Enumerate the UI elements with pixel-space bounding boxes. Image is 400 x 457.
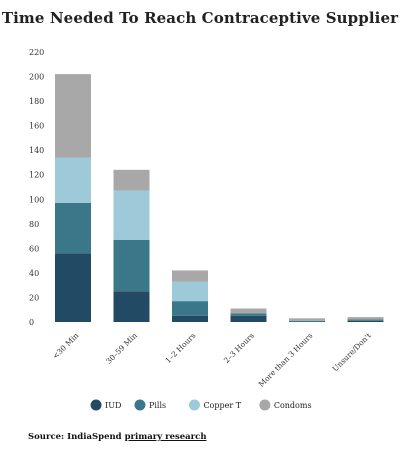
legend-swatch — [259, 399, 271, 411]
bar-segment — [172, 270, 208, 282]
source-prefix: Source: IndiaSpend — [28, 432, 125, 442]
legend-label: Copper T — [203, 401, 241, 410]
y-tick-label: 140 — [29, 146, 44, 155]
x-tick-label: 2–3 Hours — [222, 331, 256, 365]
bar-segment — [347, 320, 384, 322]
y-tick-label: 180 — [29, 97, 44, 106]
y-tick-label: 0 — [29, 318, 34, 327]
bar-segment — [230, 313, 267, 316]
bar-segment — [289, 320, 325, 322]
bar-segment — [113, 291, 150, 322]
chart-title: Time Needed To Reach Contraceptive Suppl… — [1, 9, 399, 27]
y-tick-label: 40 — [29, 269, 39, 278]
bar-segment — [172, 301, 208, 316]
legend-swatch — [188, 399, 200, 411]
y-tick-label: 20 — [29, 293, 39, 302]
legend-label: Pills — [149, 401, 166, 410]
bar-segment — [347, 319, 384, 321]
bar-segment — [113, 169, 150, 191]
source-link[interactable]: primary research — [124, 432, 207, 442]
bar-segment — [113, 190, 150, 240]
x-tick-label: Unsure/Don't — [331, 331, 373, 373]
bar-segment — [347, 317, 384, 320]
x-tick-label: 1–2 Hours — [163, 331, 197, 365]
legend-label: IUD — [105, 401, 121, 410]
bar-segment — [230, 315, 267, 322]
bar-segment — [55, 74, 91, 158]
bar-segment — [172, 281, 208, 302]
y-tick-label: 120 — [29, 171, 44, 180]
source-note: Source: IndiaSpend primary research — [28, 432, 207, 442]
legend-swatch — [90, 399, 102, 411]
legend-swatch — [134, 399, 146, 411]
y-tick-label: 160 — [29, 122, 44, 131]
bar-segment — [55, 253, 91, 322]
y-tick-label: 80 — [29, 220, 39, 229]
x-tick-label: More than 3 Hours — [257, 331, 315, 389]
bar-segment — [113, 239, 150, 292]
x-tick-label: 30–59 Min — [104, 331, 139, 366]
y-tick-label: 100 — [29, 195, 44, 204]
y-tick-label: 220 — [29, 48, 44, 57]
bar-segment — [289, 318, 325, 321]
x-tick-label: <30 Min — [51, 331, 81, 361]
y-tick-label: 200 — [29, 73, 44, 82]
legend-label: Condoms — [274, 401, 312, 410]
bar-segment — [172, 315, 208, 322]
y-tick-label: 60 — [29, 244, 39, 253]
bar-segment — [55, 157, 91, 203]
bar-segment — [55, 202, 91, 254]
bar-segment — [230, 308, 267, 314]
